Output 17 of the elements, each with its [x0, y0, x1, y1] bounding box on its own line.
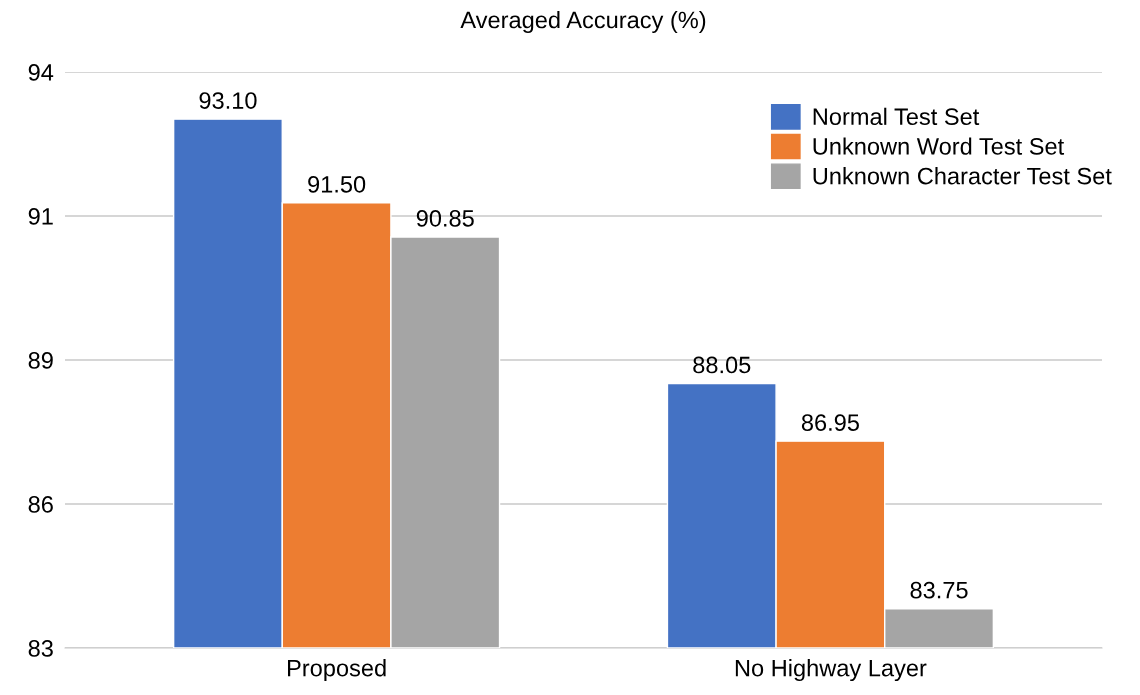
- data-label: 91.50: [308, 175, 366, 193]
- data-label: 88.05: [693, 356, 751, 374]
- data-label: 86.95: [801, 414, 859, 431]
- y-tick-label: 94: [28, 64, 54, 81]
- x-tick-label: No Highway Layer: [735, 659, 927, 682]
- x-tick-label: Proposed: [288, 659, 386, 682]
- y-tick-label: 91: [28, 208, 53, 225]
- data-label: 90.85: [416, 210, 474, 227]
- legend-label: Normal Test Set: [813, 107, 980, 126]
- y-tick-label: 83: [28, 640, 53, 657]
- legend-label: Unknown Character Test Set: [813, 167, 1112, 185]
- data-label: 93.10: [199, 92, 257, 109]
- y-tick-label: 86: [28, 496, 53, 513]
- data-label: 83.75: [910, 581, 968, 599]
- chart-title: Averaged Accuracy (%): [460, 11, 706, 33]
- legend-label: Unknown Word Test Set: [813, 137, 1065, 155]
- y-tick-label: 89: [28, 352, 53, 369]
